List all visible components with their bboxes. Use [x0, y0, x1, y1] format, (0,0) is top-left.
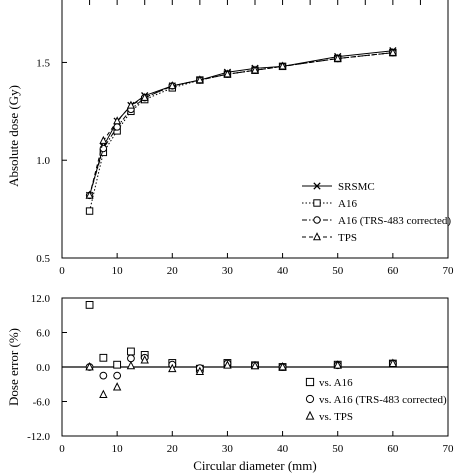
- legend-marker: [305, 394, 315, 404]
- x-axis-title: Circular diameter (mm): [193, 458, 316, 473]
- data-point: [168, 363, 177, 373]
- x-tick-label: 40: [277, 265, 289, 277]
- x-tick-label: 0: [59, 265, 65, 277]
- data-point: [333, 53, 342, 62]
- legend-label: vs. A16: [319, 377, 353, 389]
- y-tick-label: 1.0: [36, 155, 50, 167]
- data-point: [113, 123, 121, 131]
- plot-frame: [61, 0, 449, 259]
- legend-label: TPS: [338, 232, 357, 244]
- y-axis-title: Dose error (%): [6, 328, 21, 406]
- data-point: [85, 301, 94, 309]
- series-line: [89, 52, 393, 196]
- x-tick-label: 60: [387, 443, 399, 455]
- data-point: [126, 360, 136, 370]
- legend-label: vs. A16 (TRS-483 corrected): [319, 394, 447, 406]
- legend-marker: [313, 199, 321, 207]
- data-point: [85, 207, 94, 215]
- data-point: [195, 366, 205, 375]
- data-point: [250, 65, 260, 74]
- data-point: [126, 100, 135, 109]
- legend: vs. A16 vs. A16 (TRS-483 corrected) vs. TP…: [305, 377, 447, 423]
- absolute-dose-panel: 0.5 1.0 1.5 0 10 20 30 40 50 60 70 Absolute dose (G…: [6, 0, 454, 277]
- data-point: [278, 61, 287, 70]
- data-point: [250, 360, 260, 370]
- x-tick-label: 50: [332, 443, 344, 455]
- legend-label: A16: [338, 198, 357, 210]
- dose-error-panel: 12.0 6.0 0.0 -6.0 -12.0 0 10 20 30 40 50 60 70 Dose e…: [6, 293, 454, 473]
- data-point: [113, 371, 122, 380]
- x-tick-label: 20: [167, 265, 179, 277]
- series-x: [85, 47, 397, 200]
- x-tick-label: 70: [443, 443, 455, 455]
- data-point: [113, 116, 122, 125]
- data-point: [99, 389, 108, 398]
- data-point: [140, 92, 149, 101]
- x-tick-label: 50: [332, 265, 344, 277]
- y-axis-title: Absolute dose (Gy): [6, 85, 21, 187]
- data-point: [140, 355, 149, 364]
- x-tick-label: 10: [112, 265, 124, 277]
- legend-marker: [305, 377, 315, 387]
- data-point: [168, 81, 177, 90]
- y-tick-label: 1.5: [36, 57, 50, 69]
- y-tick-label: 0.0: [36, 362, 50, 374]
- x-tick-label: 70: [443, 265, 455, 277]
- x-tick-label: 40: [277, 443, 289, 455]
- series-triangle: [85, 47, 397, 199]
- legend-marker: [313, 182, 321, 190]
- data-point: [112, 382, 122, 391]
- data-point: [127, 354, 135, 363]
- x-tick-label: 30: [222, 265, 234, 277]
- data-point: [85, 190, 94, 199]
- y-tick-label: 6.0: [36, 328, 50, 340]
- legend-marker: [305, 410, 315, 420]
- legend-label: A16 (TRS-483 corrected): [338, 215, 451, 227]
- data-point: [85, 361, 94, 371]
- data-point: [127, 347, 135, 356]
- data-point: [388, 358, 398, 367]
- y-tick-label: -12.0: [27, 431, 50, 443]
- data-point: [99, 144, 108, 153]
- data-point: [195, 75, 204, 84]
- y-tick-label: -6.0: [33, 397, 51, 409]
- data-point: [333, 360, 342, 369]
- legend: SRSMC A16 A16 (TRS-483 corrected) TPS: [302, 181, 451, 244]
- legend-label: SRSMC: [338, 181, 375, 193]
- y-tick-label: 12.0: [31, 293, 51, 305]
- x-tick-label: 0: [59, 443, 65, 455]
- data-point: [278, 361, 287, 371]
- data-point: [223, 360, 232, 369]
- data-point: [113, 360, 122, 369]
- x-tick-label: 10: [112, 443, 124, 455]
- data-point: [223, 69, 232, 78]
- x-tick-label: 30: [222, 443, 234, 455]
- data-point: [99, 353, 108, 362]
- data-point: [99, 135, 108, 144]
- legend-marker: [313, 216, 321, 224]
- y-tick-label: 0.5: [36, 253, 50, 265]
- series-line: [89, 52, 393, 196]
- legend-marker: [312, 232, 322, 241]
- x-tick-label: 60: [387, 265, 399, 277]
- series-triangle: [85, 355, 398, 398]
- data-point: [388, 47, 397, 56]
- legend-label: vs. TPS: [319, 411, 353, 423]
- x-tick-label: 20: [167, 443, 179, 455]
- data-point: [99, 371, 108, 380]
